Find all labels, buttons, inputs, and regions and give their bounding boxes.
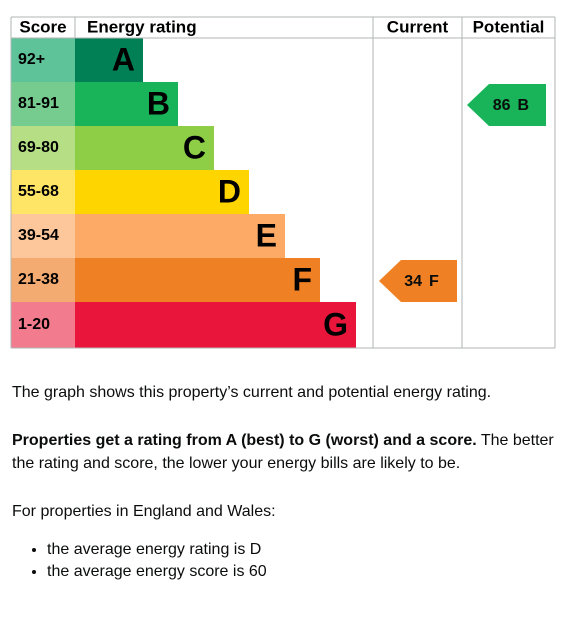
- score-cell: [11, 38, 75, 82]
- score-label: 39-54: [18, 227, 59, 244]
- rating-bar: [75, 302, 356, 348]
- rating-letter: A: [112, 41, 135, 77]
- rating-letter: C: [183, 129, 206, 165]
- rating-bar: [75, 82, 178, 126]
- potential-score: 86: [493, 97, 511, 114]
- rating-bar: [75, 170, 249, 214]
- score-cell: [11, 258, 75, 302]
- score-cell: [11, 214, 75, 258]
- rating-letter: B: [147, 85, 170, 121]
- potential-letter: B: [518, 97, 530, 114]
- region: For properties in England and Wales:: [12, 503, 276, 520]
- potential-marker: [467, 84, 546, 126]
- header: Score: [19, 17, 66, 36]
- rest-text: The better the rating and score, the low…: [12, 432, 554, 472]
- score-label: 55-68: [18, 183, 59, 200]
- rating-letter: D: [218, 173, 241, 209]
- score-cell: [11, 302, 75, 348]
- score-cell: [11, 82, 75, 126]
- bullet-list: the average energy rating is D the avera…: [12, 539, 267, 583]
- rating-bar: [75, 214, 285, 258]
- score-label: 81-91: [18, 95, 59, 112]
- current-marker: [379, 260, 457, 302]
- rating-letter: E: [256, 217, 277, 253]
- score-cell: [11, 170, 75, 214]
- epc-chart: Score Energy rating Current Potential 92+ A 81…: [10, 16, 556, 349]
- explanation: Properties get a rating from A (best) to…: [12, 429, 557, 475]
- score-label: 69-80: [18, 139, 59, 156]
- header: Current: [387, 17, 449, 36]
- current-letter: F: [429, 273, 439, 290]
- score-label: 1-20: [18, 316, 50, 333]
- rating-bar: [75, 126, 214, 170]
- intro: The graph shows this property’s current …: [12, 384, 492, 401]
- bullet: the average energy score is 60: [47, 561, 267, 583]
- current-score: 34: [404, 273, 422, 290]
- rating-bar: [75, 38, 143, 82]
- score-label: 21-38: [18, 271, 59, 288]
- header: Potential: [473, 17, 545, 36]
- score-label: 92+: [18, 51, 45, 68]
- rating-bar: [75, 258, 320, 302]
- rating-letter: F: [292, 261, 312, 297]
- header: Energy rating: [87, 17, 197, 36]
- bullet: the average energy rating is D: [47, 539, 267, 561]
- bold-text: Properties get a rating from A (best) to…: [12, 432, 477, 449]
- rating-letter: G: [323, 306, 348, 342]
- score-cell: [11, 126, 75, 170]
